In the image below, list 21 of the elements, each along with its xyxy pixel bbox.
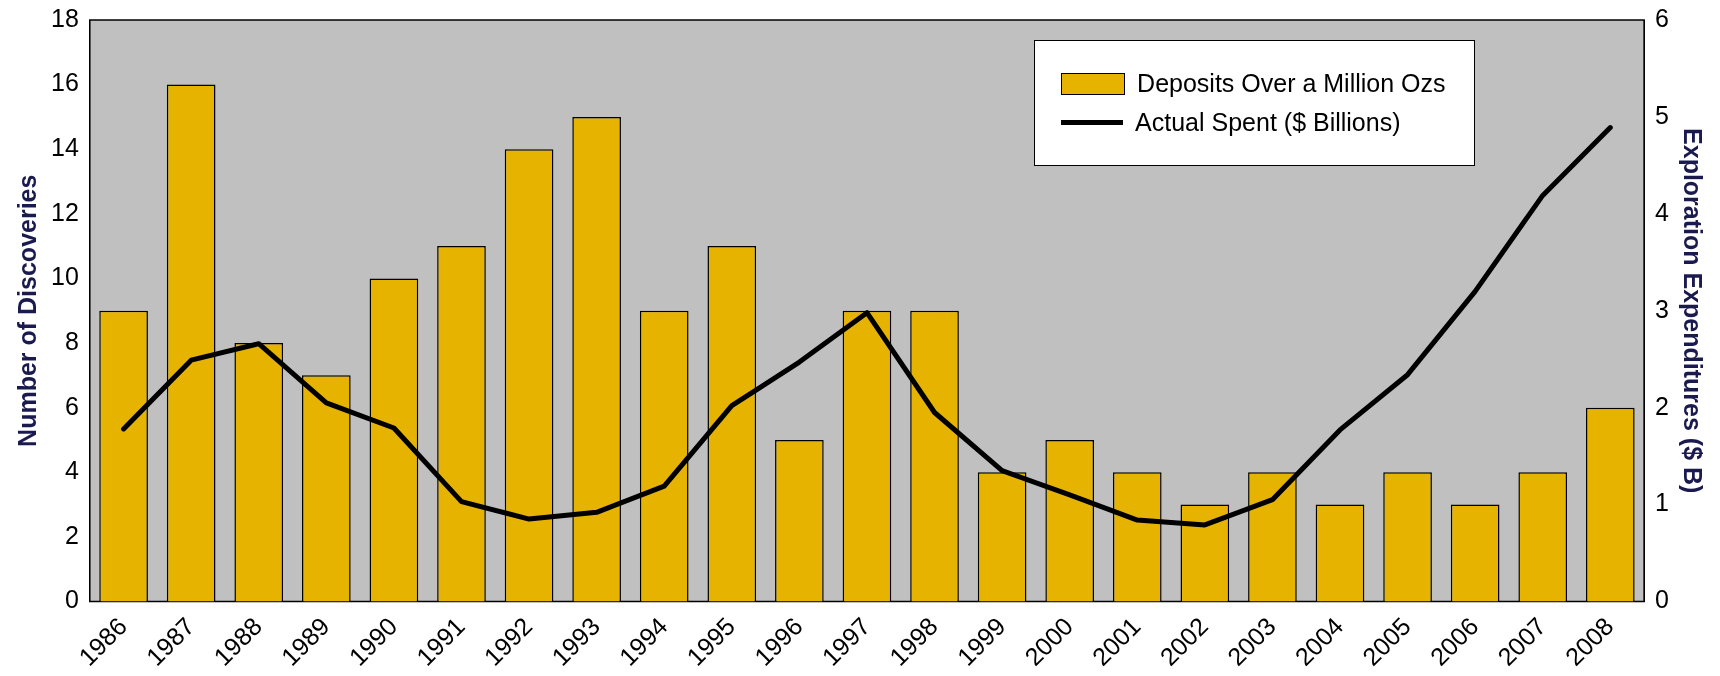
y2-axis-title: Exploration Expenditures ($ B) xyxy=(1679,128,1708,494)
y-tick-label: 14 xyxy=(51,133,79,162)
y2-tick-label: 3 xyxy=(1655,294,1669,323)
y-tick-label: 4 xyxy=(64,456,79,485)
y2-tick-label: 6 xyxy=(1655,3,1669,32)
legend-label: Deposits Over a Million Ozs xyxy=(1137,69,1446,98)
y-tick-label: 8 xyxy=(64,326,79,355)
y-axis-title: Number of Discoveries xyxy=(12,174,41,447)
y-tick-label: 18 xyxy=(51,3,79,32)
y-tick-label: 2 xyxy=(64,520,79,549)
y-tick-label: 10 xyxy=(51,262,79,291)
y-tick-label: 0 xyxy=(64,585,79,614)
y2-tick-label: 1 xyxy=(1655,488,1669,517)
y2-tick-label: 4 xyxy=(1655,197,1670,226)
y2-tick-label: 0 xyxy=(1655,585,1669,614)
y-tick-label: 16 xyxy=(51,68,79,97)
y-tick-label: 6 xyxy=(64,391,79,420)
legend-label: Actual Spent ($ Billions) xyxy=(1135,108,1401,137)
y2-tick-label: 5 xyxy=(1655,100,1669,129)
y-tick-label: 12 xyxy=(51,197,79,226)
y2-tick-label: 2 xyxy=(1655,391,1669,420)
